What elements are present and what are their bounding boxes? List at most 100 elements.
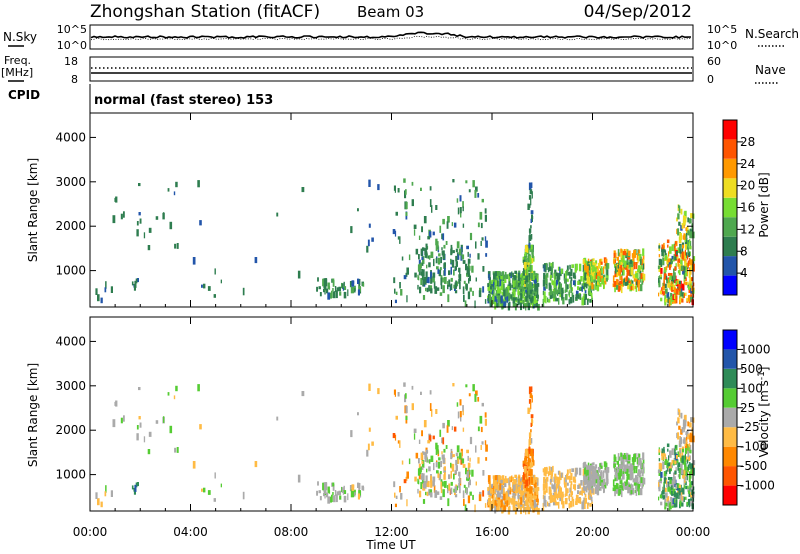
range-cell <box>453 426 457 432</box>
range-cell <box>136 425 139 430</box>
range-cell <box>542 298 545 307</box>
freq-unit: [MHz] <box>1 66 33 79</box>
range-cell <box>554 273 556 280</box>
range-cell <box>426 287 429 293</box>
range-cell <box>502 275 506 280</box>
range-cell <box>201 488 203 492</box>
range-cell <box>332 484 335 491</box>
range-cell <box>681 502 684 507</box>
range-cell <box>507 491 510 500</box>
range-cell <box>619 463 622 469</box>
range-cell <box>683 420 687 427</box>
range-cell <box>97 294 100 302</box>
range-cell <box>576 293 579 299</box>
range-cell <box>658 292 660 297</box>
range-cell <box>664 477 667 484</box>
range-cell <box>690 263 693 271</box>
range-cell <box>684 265 688 272</box>
range-cell <box>572 294 575 303</box>
range-cell <box>494 475 498 481</box>
range-cell <box>678 280 681 287</box>
range-cell <box>525 275 529 283</box>
range-cell <box>507 285 510 290</box>
range-cell <box>614 488 616 497</box>
range-cell <box>543 291 546 298</box>
range-cell <box>679 494 682 503</box>
range-cell <box>440 256 442 264</box>
range-cell <box>601 482 604 489</box>
range-cell <box>358 286 361 292</box>
range-cell <box>506 296 509 303</box>
range-cell <box>367 239 370 247</box>
range-cell <box>537 487 540 491</box>
range-cell <box>528 476 530 485</box>
range-cell <box>465 263 468 271</box>
range-cell <box>531 454 534 463</box>
range-cell <box>586 271 589 276</box>
range-cell <box>448 474 451 480</box>
range-cell <box>462 206 464 212</box>
range-cell <box>467 291 471 300</box>
range-cell <box>474 189 477 198</box>
colorbar-tick-label: 8 <box>740 244 748 258</box>
range-cell <box>547 267 550 273</box>
range-cell <box>421 460 424 464</box>
range-cell <box>683 426 685 433</box>
range-cell <box>672 277 675 284</box>
range-cell <box>488 477 490 485</box>
range-cell <box>678 425 681 430</box>
range-cell <box>582 286 585 290</box>
range-cell <box>679 290 682 299</box>
range-cell <box>639 488 643 496</box>
range-cell <box>589 503 592 507</box>
range-cell <box>680 429 683 435</box>
range-cell <box>681 251 684 260</box>
range-cell <box>450 248 453 256</box>
range-cell <box>394 434 397 441</box>
range-cell <box>359 483 361 490</box>
range-cell <box>366 245 369 253</box>
station-title: Zhongshan Station (fitACF) <box>90 2 320 22</box>
range-cell <box>680 225 683 231</box>
range-cell <box>673 287 676 293</box>
range-cell <box>693 282 695 287</box>
range-cell <box>531 395 533 403</box>
range-cell <box>626 466 629 472</box>
range-cell <box>681 248 684 254</box>
range-cell <box>397 440 400 444</box>
range-cell <box>627 487 630 494</box>
range-cell <box>324 290 326 295</box>
range-cell <box>432 277 435 283</box>
range-cell <box>220 483 222 488</box>
range-cell <box>528 469 531 474</box>
range-cell <box>637 472 639 477</box>
range-cell <box>467 273 471 278</box>
range-cell <box>677 247 680 253</box>
range-cell <box>550 274 552 279</box>
range-cell <box>475 481 477 486</box>
range-cell <box>406 267 409 275</box>
range-cell <box>666 261 669 268</box>
range-cell <box>463 498 465 506</box>
range-cell <box>529 288 532 294</box>
range-cell <box>659 275 662 280</box>
range-cell <box>401 256 404 261</box>
range-cell <box>677 279 680 285</box>
range-cell <box>426 277 429 283</box>
range-cell <box>455 248 458 253</box>
range-cell <box>575 263 578 271</box>
range-cell <box>537 297 539 302</box>
range-cell <box>430 475 432 481</box>
range-cell <box>670 462 673 469</box>
range-cell <box>354 288 356 293</box>
range-cell <box>421 262 424 266</box>
range-cell <box>400 493 403 500</box>
range-cell <box>631 464 633 472</box>
range-cell <box>535 490 539 495</box>
range-cell <box>469 265 471 271</box>
range-cell <box>458 471 461 477</box>
range-cell <box>534 489 536 496</box>
range-cell <box>444 480 447 488</box>
range-cell <box>550 267 553 273</box>
range-cell <box>640 460 642 469</box>
